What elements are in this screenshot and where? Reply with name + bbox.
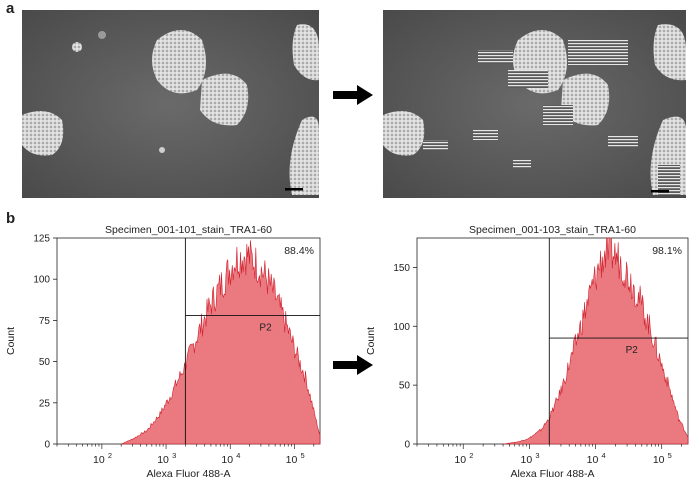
panel-label-b: b bbox=[6, 210, 16, 227]
x-tick-exponent: 2 bbox=[108, 451, 112, 460]
x-tick-label: 10 bbox=[286, 454, 298, 466]
histogram-area bbox=[121, 240, 321, 445]
y-tick-label: 0 bbox=[404, 440, 410, 451]
x-tick-exponent: 5 bbox=[668, 451, 672, 460]
microscopy-image-after bbox=[383, 10, 686, 198]
x-tick-label: 10 bbox=[221, 454, 233, 466]
microscopy-image-before bbox=[22, 10, 319, 198]
arrow-right-icon bbox=[333, 355, 373, 375]
y-axis-label: Count bbox=[365, 327, 377, 355]
y-tick-label: 25 bbox=[39, 398, 51, 409]
y-tick-label: 125 bbox=[33, 234, 50, 245]
gate-percent: 88.4% bbox=[284, 245, 314, 257]
x-tick-label: 10 bbox=[587, 454, 599, 466]
panel-label-a: a bbox=[6, 0, 15, 17]
chart-title: Specimen_001-103_stain_TRA1-60 bbox=[469, 224, 636, 236]
histogram-after: Specimen_001-103_stain_TRA1-60 P2 98.1% 0 50… bbox=[365, 224, 689, 480]
y-tick-label: 50 bbox=[39, 357, 51, 368]
x-tick-exponent: 5 bbox=[300, 451, 304, 460]
x-tick-label: 10 bbox=[157, 454, 169, 466]
arrow-right-icon bbox=[333, 85, 373, 105]
x-tick-exponent: 4 bbox=[236, 451, 240, 460]
x-tick-label: 10 bbox=[653, 454, 665, 466]
histogram-before: Specimen_001-101_stain_TRA1-60P288.4%025… bbox=[5, 224, 321, 480]
y-tick-label: 100 bbox=[393, 322, 410, 333]
y-tick-label: 150 bbox=[393, 263, 410, 274]
x-tick-label: 10 bbox=[93, 454, 105, 466]
x-tick-label: 10 bbox=[521, 454, 533, 466]
y-tick-label: 100 bbox=[33, 275, 50, 286]
gate-percent: 98.1% bbox=[652, 245, 682, 257]
y-axis-label: Count bbox=[5, 327, 17, 355]
chart-title: Specimen_001-101_stain_TRA1-60 bbox=[105, 224, 272, 236]
gate-label: P2 bbox=[626, 345, 639, 356]
y-tick-label: 50 bbox=[399, 381, 411, 392]
x-tick-label: 10 bbox=[454, 454, 466, 466]
x-tick-exponent: 3 bbox=[172, 451, 176, 460]
histogram-area bbox=[503, 237, 689, 445]
gate-label: P2 bbox=[259, 322, 272, 333]
x-axis-label: Alexa Fluor 488-A bbox=[146, 468, 230, 480]
x-tick-exponent: 4 bbox=[602, 451, 606, 460]
x-tick-exponent: 3 bbox=[535, 451, 539, 460]
x-tick-exponent: 2 bbox=[469, 451, 473, 460]
y-tick-label: 0 bbox=[44, 440, 50, 451]
y-tick-label: 75 bbox=[39, 316, 51, 327]
x-axis-label: Alexa Fluor 488-A bbox=[510, 468, 594, 480]
